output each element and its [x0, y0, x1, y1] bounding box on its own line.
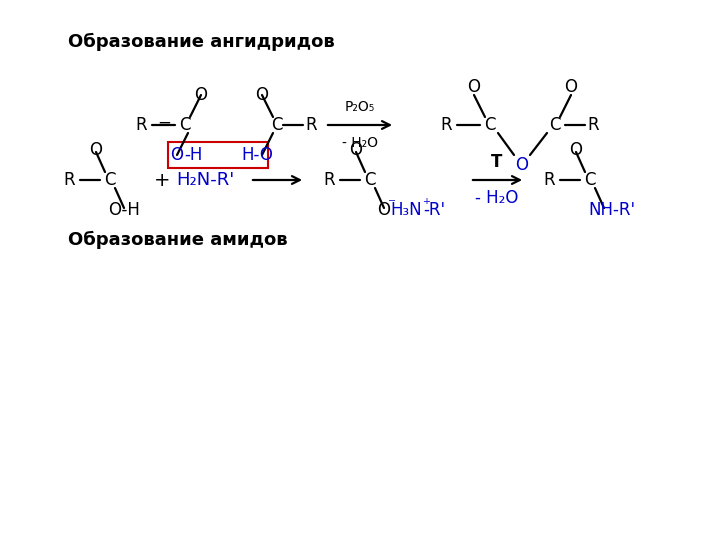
Text: R: R [63, 171, 75, 189]
Bar [168, 142, 268, 168]
Text: R: R [135, 116, 147, 134]
Text: R: R [323, 171, 335, 189]
Text: C: C [584, 171, 595, 189]
Text: Образование ангидридов: Образование ангидридов [68, 33, 335, 51]
Text: R: R [441, 116, 452, 134]
Text: NH-R': NH-R' [588, 201, 636, 219]
Text: P₂O₅: P₂O₅ [345, 100, 375, 114]
Text: - H₂O: - H₂O [342, 136, 378, 150]
Text: R: R [544, 171, 555, 189]
Text: O: O [564, 78, 577, 96]
Text: −: − [157, 114, 171, 132]
Text: O: O [349, 141, 362, 159]
Text: C: C [104, 171, 116, 189]
Text: C: C [485, 116, 496, 134]
Text: H₂N-R': H₂N-R' [176, 171, 234, 189]
Text: T: T [491, 153, 503, 171]
Text: - H₂O: - H₂O [475, 189, 518, 207]
Text: R: R [305, 116, 317, 134]
Text: R: R [588, 116, 599, 134]
Text: C: C [179, 116, 191, 134]
Text: -H: -H [184, 146, 202, 164]
Text: O: O [171, 146, 184, 164]
Text: -R': -R' [423, 201, 445, 219]
Text: H₃N: H₃N [390, 201, 422, 219]
Text: O: O [516, 156, 528, 174]
Text: C: C [364, 171, 376, 189]
Text: ⁻: ⁻ [388, 197, 396, 212]
Text: Образование амидов: Образование амидов [68, 231, 287, 249]
Text: +: + [154, 171, 170, 190]
Text: H-O: H-O [241, 146, 273, 164]
Text: O: O [256, 86, 269, 104]
Text: C: C [549, 116, 561, 134]
Text: O: O [570, 141, 582, 159]
Text: O-H: O-H [108, 201, 140, 219]
Text: ⁺: ⁺ [423, 197, 431, 212]
Text: C: C [271, 116, 283, 134]
Text: O: O [89, 141, 102, 159]
Text: O: O [467, 78, 480, 96]
Text: O: O [194, 86, 207, 104]
Text: O: O [377, 201, 390, 219]
